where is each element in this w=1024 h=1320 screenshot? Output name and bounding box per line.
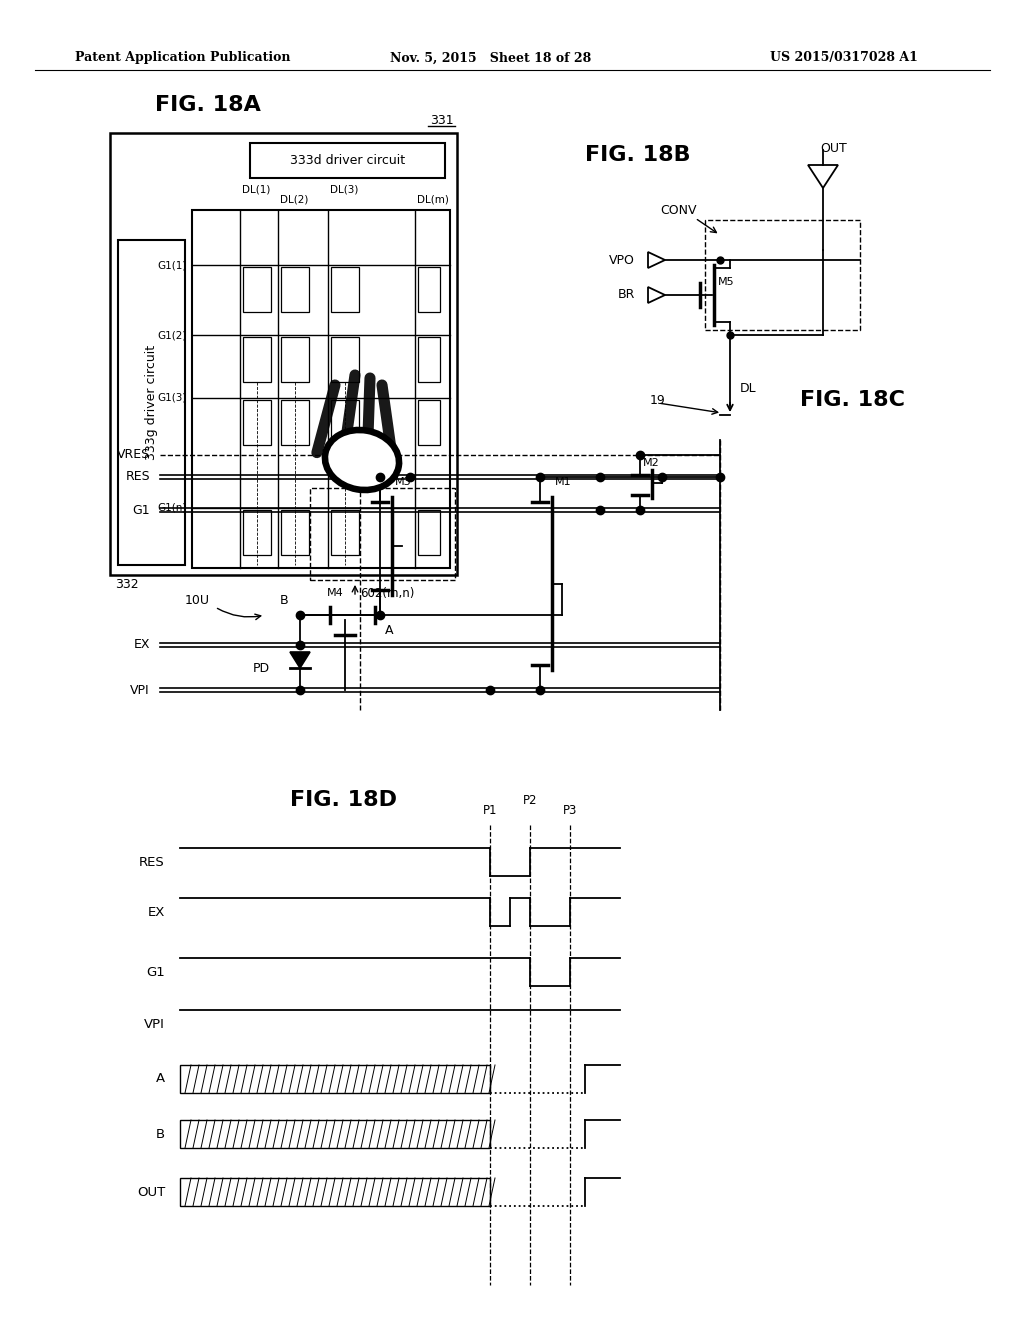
- Text: G1(2): G1(2): [158, 330, 187, 341]
- Text: DL(3): DL(3): [330, 185, 358, 195]
- Text: VPI: VPI: [144, 1018, 165, 1031]
- Polygon shape: [290, 652, 310, 668]
- Text: OUT: OUT: [820, 141, 847, 154]
- Text: EX: EX: [147, 906, 165, 919]
- Bar: [418, 400, 440, 445]
- Bar: [243, 510, 271, 554]
- Bar: [281, 267, 309, 312]
- Text: G1(3): G1(3): [158, 393, 187, 403]
- Bar: [243, 400, 271, 445]
- Text: M5: M5: [718, 277, 734, 286]
- Bar: [281, 400, 309, 445]
- Text: FIG. 18B: FIG. 18B: [585, 145, 690, 165]
- Text: G1: G1: [132, 503, 150, 516]
- Bar: [281, 510, 309, 554]
- Text: FIG. 18C: FIG. 18C: [800, 389, 905, 411]
- Text: CONV: CONV: [660, 203, 696, 216]
- Text: DL(1): DL(1): [242, 185, 270, 195]
- Text: BR: BR: [617, 289, 635, 301]
- Bar: [705, 220, 860, 330]
- Text: 602(m,n): 602(m,n): [360, 586, 415, 599]
- Text: B: B: [280, 594, 289, 606]
- Text: EX: EX: [133, 639, 150, 652]
- Text: A: A: [385, 623, 393, 636]
- Text: B: B: [156, 1127, 165, 1140]
- Bar: [243, 267, 271, 312]
- Text: OUT: OUT: [137, 1185, 165, 1199]
- Bar: [331, 267, 359, 312]
- Bar: [331, 400, 359, 445]
- Text: G1(n): G1(n): [158, 503, 187, 513]
- Text: 331: 331: [430, 114, 454, 127]
- Bar: [331, 337, 359, 381]
- Ellipse shape: [328, 432, 396, 488]
- Text: US 2015/0317028 A1: US 2015/0317028 A1: [770, 51, 918, 65]
- Text: 19: 19: [650, 393, 666, 407]
- Text: A: A: [156, 1072, 165, 1085]
- Text: 332: 332: [115, 578, 138, 590]
- Text: RES: RES: [125, 470, 150, 483]
- Text: VPI: VPI: [130, 684, 150, 697]
- Bar: [310, 488, 455, 579]
- Text: P1: P1: [482, 804, 498, 817]
- Bar: [418, 267, 440, 312]
- Bar: [193, 210, 450, 568]
- Text: VRES: VRES: [117, 449, 150, 462]
- Text: 10U: 10U: [185, 594, 210, 606]
- Text: DL(m): DL(m): [417, 195, 449, 205]
- Text: P3: P3: [563, 804, 578, 817]
- Bar: [180, 1177, 490, 1206]
- Text: P2: P2: [522, 793, 538, 807]
- Text: M1: M1: [555, 477, 571, 487]
- Text: RES: RES: [139, 855, 165, 869]
- Bar: [418, 510, 440, 554]
- Text: Nov. 5, 2015   Sheet 18 of 28: Nov. 5, 2015 Sheet 18 of 28: [390, 51, 591, 65]
- Bar: [418, 337, 440, 381]
- Bar: [281, 337, 309, 381]
- Text: M4: M4: [327, 587, 343, 598]
- Bar: [110, 133, 457, 576]
- Text: FIG. 18D: FIG. 18D: [290, 789, 397, 810]
- Text: 333g driver circuit: 333g driver circuit: [145, 345, 158, 461]
- Text: VPO: VPO: [609, 253, 635, 267]
- Text: M3: M3: [395, 477, 412, 487]
- Text: Patent Application Publication: Patent Application Publication: [75, 51, 291, 65]
- Text: M2: M2: [643, 458, 659, 469]
- Text: G1: G1: [146, 965, 165, 978]
- Text: G1(1): G1(1): [158, 260, 187, 271]
- Bar: [331, 510, 359, 554]
- Bar: [118, 240, 185, 565]
- Bar: [180, 1065, 490, 1093]
- Bar: [250, 143, 445, 178]
- Text: DL: DL: [740, 381, 757, 395]
- Text: FIG. 18A: FIG. 18A: [155, 95, 261, 115]
- Bar: [180, 1119, 490, 1148]
- Text: 333d driver circuit: 333d driver circuit: [290, 154, 406, 168]
- Text: DL(2): DL(2): [280, 195, 308, 205]
- Bar: [243, 337, 271, 381]
- Text: PD: PD: [253, 661, 270, 675]
